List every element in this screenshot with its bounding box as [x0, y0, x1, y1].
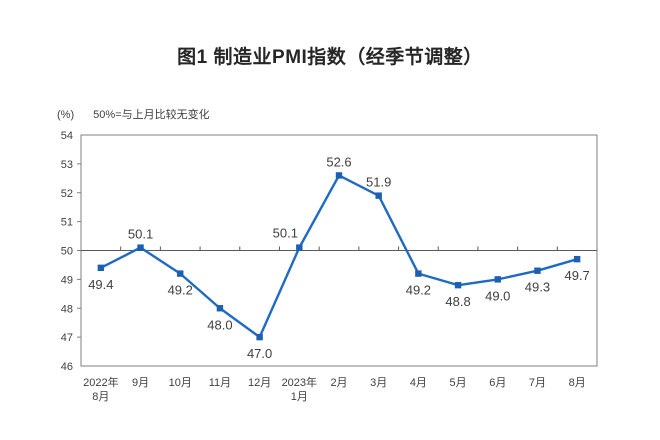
x-axis-label: 12月 [248, 377, 271, 389]
y-axis-tick-label: 52 [61, 188, 73, 200]
data-point-marker [97, 264, 105, 272]
data-point-marker [415, 270, 422, 277]
data-point-label: 49.2 [406, 283, 431, 298]
x-axis-label: 9月 [132, 377, 149, 389]
y-axis-tick-label: 51 [61, 217, 73, 229]
data-point-label: 51.9 [366, 175, 391, 190]
axis-note-row: (%) 50%=与上月比较无变化 [57, 106, 210, 122]
data-point-label: 49.4 [88, 277, 113, 292]
data-point-marker [256, 333, 263, 341]
data-point-marker [534, 267, 541, 274]
data-point-label: 47.0 [247, 346, 272, 361]
x-axis-label: 7月 [529, 377, 546, 389]
x-axis-label: 11月 [209, 377, 231, 389]
x-axis-label: 6月 [489, 377, 506, 389]
data-point-label: 48.8 [445, 294, 470, 309]
y-axis-tick-label: 49 [61, 274, 73, 286]
y-axis-tick-label: 54 [61, 130, 73, 142]
data-point-marker [137, 244, 144, 251]
data-point-marker [454, 281, 462, 289]
x-axis-label: 2023年 1月 [282, 375, 317, 403]
data-point-marker [375, 192, 382, 199]
data-point-marker [296, 244, 303, 251]
data-point-marker [177, 270, 184, 277]
pmi-series-line [100, 174, 578, 339]
x-axis-label: 5月 [450, 377, 467, 389]
data-point-marker [494, 276, 501, 283]
data-point-label: 50.1 [128, 227, 153, 242]
x-axis-label: 3月 [370, 377, 387, 389]
y-axis-unit-label: (%) [57, 109, 75, 121]
y-axis-tick-label: 53 [61, 159, 73, 171]
x-axis-label: 10月 [169, 377, 192, 389]
x-axis-label: 4月 [410, 377, 427, 389]
x-axis-label: 2022年 8月 [83, 375, 118, 403]
chart-title: 图1 制造业PMI指数（经季节调整） [177, 47, 483, 68]
data-point-label: 49.7 [564, 268, 589, 283]
data-point-marker [335, 172, 343, 179]
reference-line-note: 50%=与上月比较无变化 [93, 109, 210, 121]
y-axis-tick-label: 47 [61, 332, 73, 344]
data-point-marker [216, 305, 224, 312]
data-point-label: 49.2 [168, 283, 193, 298]
y-axis-tick-label: 48 [61, 303, 73, 315]
data-point-label: 50.1 [273, 226, 298, 241]
x-axis-label: 2月 [330, 377, 347, 389]
x-axis-label: 8月 [569, 377, 586, 389]
y-axis-tick-label: 50 [61, 246, 73, 258]
data-point-label: 49.0 [485, 288, 510, 303]
data-point-label: 52.6 [326, 154, 351, 169]
data-point-marker [573, 255, 581, 263]
data-point-label: 48.0 [207, 317, 232, 332]
y-axis-tick-label: 46 [61, 361, 73, 373]
data-point-label: 49.3 [525, 280, 550, 295]
